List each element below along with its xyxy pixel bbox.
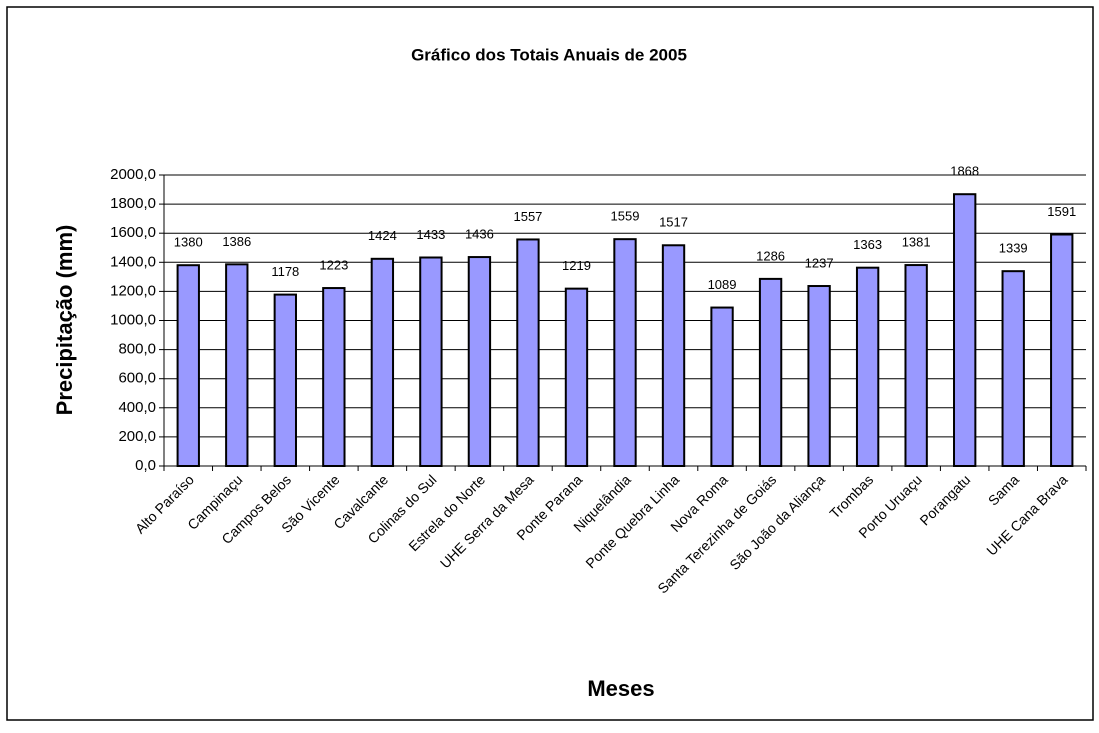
data-label: 1339 — [999, 241, 1028, 256]
data-label: 1386 — [222, 234, 251, 249]
bar — [467, 256, 492, 468]
bar — [516, 238, 540, 467]
data-label: 1559 — [611, 209, 640, 224]
y-tick-label: 400,0 — [118, 399, 156, 416]
data-label: 1223 — [319, 257, 348, 272]
bar — [953, 193, 977, 467]
bar — [613, 238, 637, 467]
y-tick-label: 2000,0 — [110, 166, 156, 183]
data-label: 1424 — [368, 228, 397, 243]
bar — [1001, 270, 1025, 467]
y-tick-label: 1600,0 — [110, 224, 156, 241]
data-label: 1178 — [271, 264, 299, 279]
y-axis-label: Precipitação (mm) — [52, 225, 77, 416]
y-tick-label: 1200,0 — [110, 282, 156, 299]
y-tick-label: 1800,0 — [110, 195, 156, 212]
data-label: 1433 — [416, 227, 445, 242]
data-label: 1237 — [805, 255, 834, 270]
bar — [273, 293, 297, 468]
data-label: 1381 — [902, 235, 931, 250]
data-label: 1436 — [465, 226, 494, 241]
data-label: 1517 — [659, 215, 688, 230]
y-tick-label: 600,0 — [118, 370, 156, 387]
chart-frame — [6, 6, 1094, 721]
data-label: 1868 — [950, 164, 979, 179]
bar — [758, 277, 783, 467]
bar — [419, 256, 443, 467]
y-tick-label: 1400,0 — [110, 253, 156, 270]
y-tick-label: 1000,0 — [110, 311, 156, 328]
bar — [1050, 233, 1074, 467]
bar — [370, 257, 395, 468]
x-axis-label: Meses — [587, 676, 654, 701]
bar — [661, 244, 686, 467]
data-label: 1219 — [562, 258, 591, 273]
bar — [855, 266, 880, 467]
bar — [807, 285, 831, 468]
data-label: 1286 — [756, 248, 785, 263]
chart-title: Gráfico dos Totais Anuais de 2005 — [411, 45, 687, 64]
data-label: 1591 — [1047, 204, 1076, 219]
y-tick-label: 200,0 — [118, 428, 156, 445]
data-label: 1363 — [853, 237, 882, 252]
y-tick-label: 800,0 — [118, 341, 156, 358]
bar — [176, 264, 200, 467]
data-label: 1089 — [708, 277, 737, 292]
bar — [710, 306, 734, 467]
bar — [904, 264, 928, 468]
y-tick-label: 0,0 — [135, 457, 156, 474]
data-label: 1557 — [513, 209, 542, 224]
bar — [322, 287, 346, 467]
bar — [225, 263, 249, 467]
bar — [564, 287, 589, 467]
data-label: 1380 — [174, 235, 203, 250]
